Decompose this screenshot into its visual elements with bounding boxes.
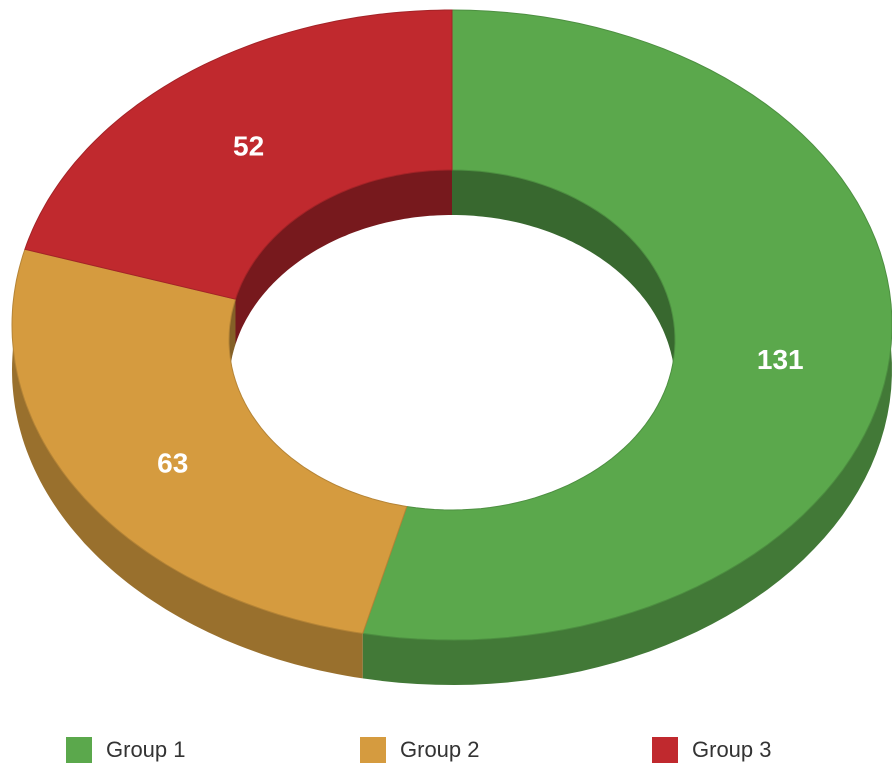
donut-slice: [11, 248, 408, 634]
data-label: 52: [233, 130, 264, 161]
legend-swatch: [66, 737, 92, 763]
legend-swatch: [360, 737, 386, 763]
donut-slice: [24, 9, 453, 300]
inner-wall: [452, 170, 675, 385]
data-label: 63: [157, 447, 188, 478]
legend-label: Group 1: [106, 737, 186, 762]
inner-wall: [235, 170, 452, 345]
legend-label: Group 3: [692, 737, 772, 762]
data-label: 131: [757, 344, 804, 375]
legend-label: Group 2: [400, 737, 480, 762]
side-wall: [12, 249, 363, 679]
legend-swatch: [652, 737, 678, 763]
